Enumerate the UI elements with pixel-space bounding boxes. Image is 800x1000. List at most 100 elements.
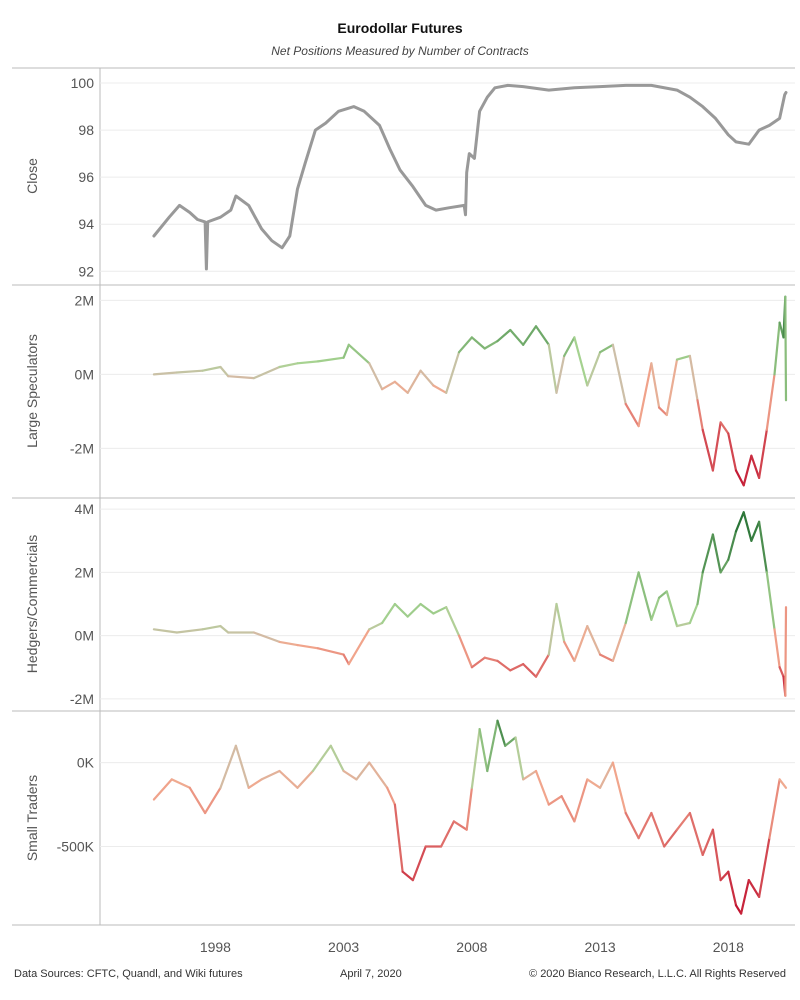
series-segment bbox=[688, 354, 699, 402]
series-segment bbox=[778, 666, 785, 678]
series-segment bbox=[727, 870, 738, 907]
series-segment bbox=[234, 744, 250, 789]
series-segment bbox=[152, 778, 173, 801]
series-segment bbox=[663, 828, 679, 848]
series-segment bbox=[406, 369, 422, 394]
series-segment bbox=[368, 362, 384, 391]
series-segment bbox=[711, 421, 722, 472]
series-segment bbox=[201, 365, 222, 372]
series-segment bbox=[152, 371, 178, 376]
series-segment bbox=[773, 321, 781, 376]
y-axis-label: Large Speculators bbox=[24, 334, 40, 448]
y-tick-label: 0M bbox=[75, 628, 94, 644]
series-segment bbox=[598, 761, 615, 789]
y-tick-label: -2M bbox=[70, 440, 94, 456]
series-segment bbox=[470, 336, 486, 350]
chart-title: Eurodollar Futures bbox=[337, 20, 463, 36]
series-segment bbox=[381, 602, 396, 625]
series-segment bbox=[711, 533, 722, 574]
series-segment bbox=[624, 571, 640, 625]
series-segment bbox=[750, 520, 761, 542]
series-segment bbox=[470, 727, 481, 789]
series-segment bbox=[637, 362, 653, 428]
x-tick-label: 2008 bbox=[456, 939, 487, 955]
series-segment bbox=[419, 602, 435, 615]
series-segment bbox=[170, 778, 191, 789]
series-segment bbox=[278, 362, 299, 369]
series-segment bbox=[688, 811, 704, 857]
series-segment bbox=[368, 761, 389, 789]
y-axis-label: Small Traders bbox=[24, 775, 40, 861]
series-segment bbox=[486, 719, 499, 773]
series-segment bbox=[586, 624, 602, 656]
series-segment bbox=[457, 336, 473, 354]
y-tick-label: 2M bbox=[75, 292, 94, 308]
series-segment bbox=[747, 878, 761, 899]
series-segment bbox=[483, 340, 499, 350]
series-segment bbox=[784, 606, 788, 697]
series-segment bbox=[573, 778, 589, 823]
series-segment bbox=[734, 469, 745, 487]
series-segment bbox=[432, 384, 448, 394]
series-segment bbox=[496, 328, 512, 343]
series-segment bbox=[611, 343, 627, 405]
series-segment bbox=[719, 421, 730, 435]
series-segment bbox=[611, 621, 627, 663]
series-segment bbox=[452, 820, 468, 831]
series-segment bbox=[247, 778, 263, 789]
series-segment bbox=[688, 602, 699, 625]
series-segment bbox=[675, 354, 692, 361]
series-segment bbox=[555, 602, 566, 644]
series-segment bbox=[734, 511, 745, 533]
series-segment bbox=[750, 454, 761, 479]
series-segment bbox=[278, 640, 299, 647]
series-segment bbox=[175, 369, 204, 374]
x-tick-label: 1998 bbox=[200, 939, 231, 955]
series-line-close bbox=[152, 83, 788, 271]
series-segment bbox=[727, 530, 738, 561]
series-segment bbox=[204, 786, 222, 815]
series-segment bbox=[445, 606, 461, 637]
series-segment bbox=[757, 428, 768, 479]
x-tick-label: 2013 bbox=[585, 939, 616, 955]
series-segment bbox=[650, 596, 661, 621]
series-segment bbox=[778, 778, 788, 789]
series-segment bbox=[316, 356, 345, 363]
series-segment bbox=[586, 351, 602, 387]
series-segment bbox=[227, 375, 255, 380]
series-segment bbox=[393, 803, 404, 873]
series-segment bbox=[522, 769, 538, 781]
series-segment bbox=[547, 795, 563, 806]
series-segment bbox=[201, 624, 222, 631]
series-segment bbox=[419, 369, 435, 387]
series-segment bbox=[701, 533, 715, 574]
series-segment bbox=[657, 590, 668, 599]
series-segment bbox=[742, 511, 753, 542]
series-segment bbox=[757, 836, 771, 899]
series-segment bbox=[440, 820, 455, 848]
series-segment bbox=[496, 659, 512, 672]
series-segment bbox=[278, 769, 299, 789]
x-tick-label: 2003 bbox=[328, 939, 359, 955]
series-segment bbox=[296, 769, 314, 789]
series-segment bbox=[509, 328, 525, 346]
series-segment bbox=[347, 343, 371, 365]
footer-copyright: © 2020 Bianco Research, L.L.C. All Right… bbox=[529, 968, 786, 980]
series-segment bbox=[675, 811, 692, 831]
series-segment bbox=[742, 454, 753, 487]
y-tick-label: 0M bbox=[75, 366, 94, 382]
x-tick-label: 2018 bbox=[713, 939, 744, 955]
series-segment bbox=[773, 628, 781, 669]
series-segment bbox=[504, 736, 517, 747]
series-segment bbox=[381, 380, 396, 391]
series-segment bbox=[650, 811, 666, 848]
series-segment bbox=[252, 365, 281, 380]
series-segment bbox=[457, 634, 473, 669]
series-segment bbox=[555, 354, 566, 394]
series-segment bbox=[522, 662, 538, 678]
series-segment bbox=[406, 602, 422, 618]
series-segment bbox=[650, 362, 661, 409]
series-segment bbox=[465, 786, 473, 831]
y-tick-label: -2M bbox=[70, 691, 94, 707]
